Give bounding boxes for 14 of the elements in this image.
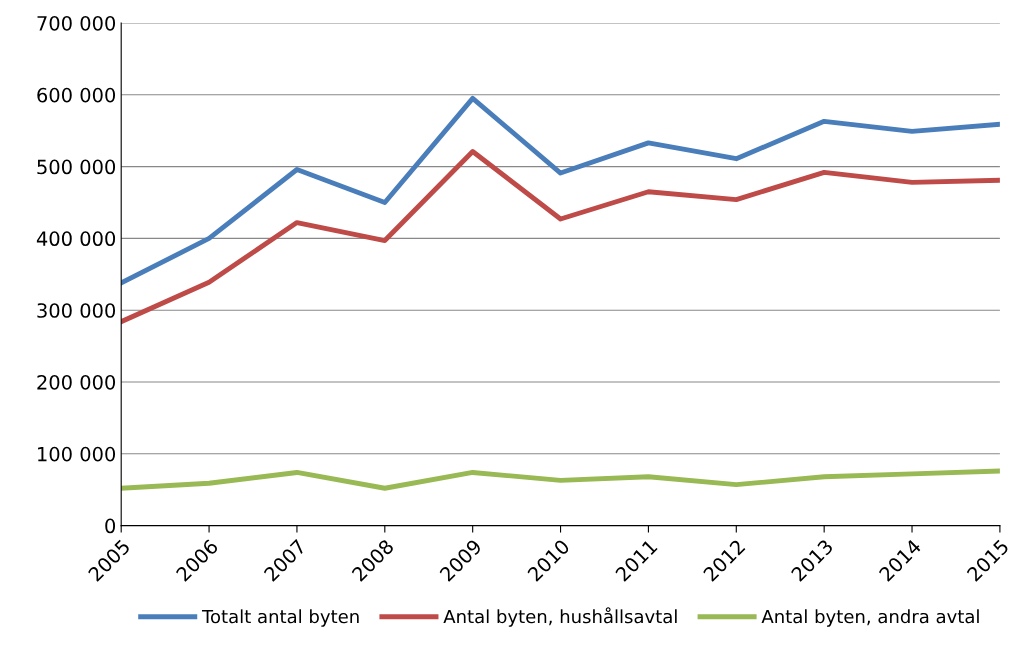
y-tick-label: 500 000 bbox=[37, 159, 116, 175]
line-series bbox=[121, 468, 1000, 491]
y-tick-label: 400 000 bbox=[36, 231, 116, 247]
y-tick-label: 700 000 bbox=[37, 15, 116, 31]
legend-label: Totalt antal byten bbox=[201, 609, 359, 627]
y-tick-label: 300 000 bbox=[37, 303, 116, 318]
y-tick-label: 0 bbox=[105, 518, 116, 534]
y-tick-label: 100 000 bbox=[38, 446, 116, 462]
line-series bbox=[121, 95, 1000, 286]
legend-label: Antal byten, andra avtal bbox=[761, 609, 979, 627]
y-tick-label: 600 000 bbox=[37, 87, 116, 103]
line-series bbox=[121, 149, 1000, 325]
y-tick-label: 200 000 bbox=[37, 374, 116, 390]
legend-label: Antal byten, hushållsavtal bbox=[443, 607, 677, 627]
